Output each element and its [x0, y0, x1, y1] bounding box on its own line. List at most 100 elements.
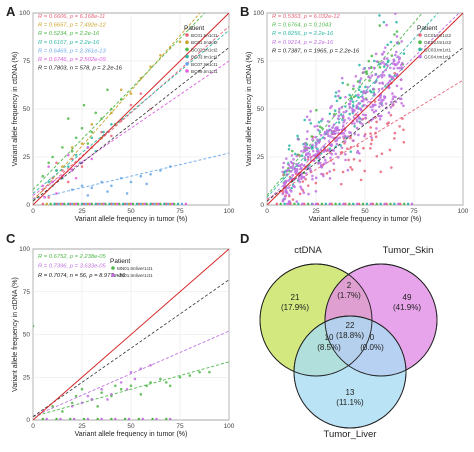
data-point — [393, 33, 396, 36]
data-point — [361, 123, 364, 126]
data-point — [295, 154, 299, 158]
data-point — [361, 95, 364, 99]
data-point — [139, 202, 142, 205]
overall-fit-line — [267, 47, 463, 202]
data-point — [344, 158, 347, 162]
data-point — [330, 202, 333, 205]
data-point — [353, 132, 357, 136]
data-point — [316, 124, 319, 128]
data-point — [90, 130, 94, 134]
data-point — [337, 156, 340, 159]
data-point — [386, 60, 390, 64]
data-point — [339, 182, 343, 186]
legend-swatch — [418, 40, 422, 44]
data-point — [315, 141, 318, 145]
data-point — [311, 174, 314, 178]
legend-swatch — [185, 40, 189, 44]
data-point — [387, 86, 391, 90]
data-point — [321, 117, 324, 121]
data-point — [387, 81, 390, 85]
data-point — [323, 132, 326, 136]
data-point — [332, 123, 336, 126]
data-point — [378, 117, 382, 121]
data-point — [80, 202, 84, 205]
overall-fit-line — [33, 47, 229, 202]
data-point — [305, 137, 309, 141]
data-point — [59, 417, 62, 420]
data-point — [330, 132, 334, 136]
data-point — [80, 387, 84, 391]
data-point — [374, 135, 378, 139]
stat-text: R = 0.6469, p = 2.361e-13 — [38, 48, 106, 54]
data-point — [349, 99, 352, 103]
data-point — [346, 83, 350, 86]
data-point — [358, 63, 361, 67]
data-point — [302, 191, 306, 195]
fit-line — [267, 13, 460, 202]
data-point — [80, 165, 84, 168]
data-point — [63, 202, 66, 205]
data-point — [308, 167, 312, 171]
data-point — [100, 417, 103, 420]
y-axis-label: Variant allele frequency in ctDNA (%) — [12, 52, 19, 167]
data-point — [145, 182, 148, 186]
data-point — [178, 375, 182, 379]
venn-region-count: 49 — [403, 293, 412, 302]
data-point — [119, 387, 123, 391]
data-point — [378, 24, 382, 27]
stat-text: R = 0.5234, p = 2.2e-16 — [38, 31, 100, 37]
data-point — [393, 131, 397, 135]
data-point — [369, 126, 372, 129]
x-tick-label: 75 — [410, 208, 418, 215]
data-point — [316, 128, 320, 132]
data-point — [378, 81, 381, 85]
data-point — [123, 202, 127, 205]
data-point — [327, 124, 331, 128]
data-point — [345, 109, 348, 113]
data-point — [180, 202, 184, 205]
legend-label: BC07.tm1ct1 — [191, 62, 218, 67]
data-point — [305, 148, 309, 152]
data-point — [96, 202, 99, 205]
data-point — [365, 70, 368, 73]
legend-label: GC01.tm1ct2 — [424, 33, 452, 38]
data-point — [114, 417, 117, 420]
data-point — [300, 177, 303, 181]
data-point — [390, 100, 393, 104]
data-point — [86, 417, 90, 420]
data-point — [339, 151, 343, 154]
data-point — [347, 103, 351, 106]
data-point — [306, 202, 310, 205]
data-point — [41, 202, 44, 205]
data-point — [47, 161, 50, 165]
data-point — [380, 75, 384, 79]
data-point — [328, 177, 332, 180]
data-point — [359, 178, 363, 182]
data-point — [402, 52, 406, 55]
data-point — [350, 107, 354, 110]
data-point — [57, 202, 60, 205]
data-point — [168, 384, 172, 388]
data-point — [352, 139, 355, 143]
data-point — [387, 121, 390, 124]
data-point — [365, 98, 368, 102]
data-point — [354, 94, 358, 97]
data-point — [102, 130, 105, 134]
stat-text: R = 0.6752, p = 2.238e-05 — [38, 254, 106, 260]
venn-region-percent: (11.1%) — [336, 398, 364, 407]
data-point — [326, 132, 329, 135]
data-point — [341, 170, 345, 174]
data-point — [188, 374, 192, 377]
data-point — [357, 152, 361, 155]
data-point — [129, 384, 133, 388]
data-point — [285, 191, 289, 195]
data-point — [389, 105, 393, 109]
legend-label: MN01.tmliver1ct1 — [117, 273, 153, 278]
data-point — [332, 162, 335, 165]
data-point — [363, 169, 366, 173]
data-point — [376, 75, 380, 79]
venn-region-percent: (8.5%) — [317, 343, 341, 352]
legend-swatch — [111, 273, 115, 278]
data-point — [125, 387, 129, 391]
data-point — [41, 417, 44, 420]
